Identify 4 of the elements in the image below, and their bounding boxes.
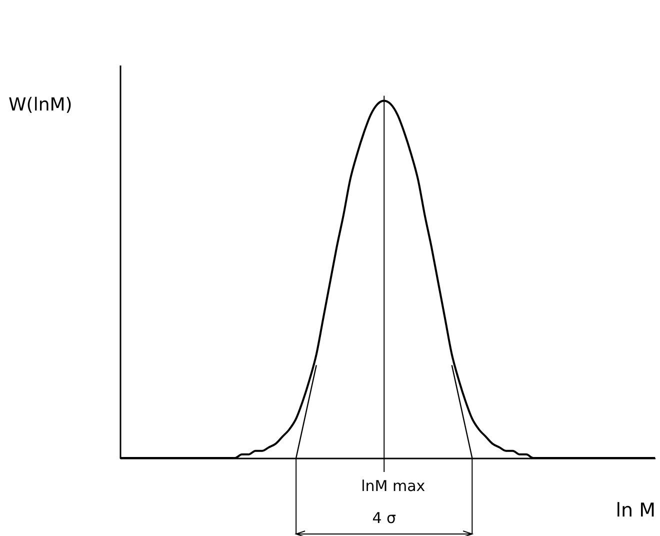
text: lnM max [361, 477, 426, 495]
text: 4 σ [372, 509, 397, 527]
x-axis-title: ln M [616, 500, 656, 522]
y-axis-title: W(lnM) [8, 94, 72, 116]
